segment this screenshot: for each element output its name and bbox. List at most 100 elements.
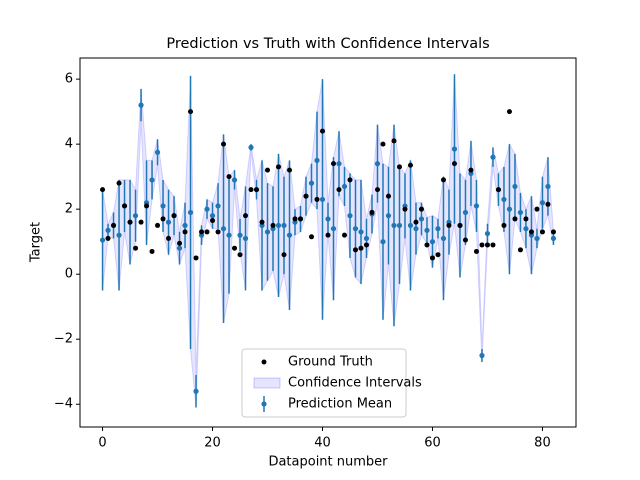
x-tick-label: 20 (204, 436, 221, 451)
truth-point (193, 255, 199, 261)
truth-point (182, 229, 188, 235)
truth-point (424, 242, 430, 248)
truth-point (226, 174, 232, 180)
prediction-point (440, 235, 447, 242)
prediction-point (116, 232, 122, 238)
prediction-point (451, 146, 458, 152)
truth-point (127, 219, 133, 225)
prediction-point (473, 203, 480, 209)
truth-point (462, 237, 468, 243)
truth-point (435, 252, 441, 258)
prediction-point (237, 232, 243, 238)
truth-point (155, 222, 161, 228)
truth-point (116, 180, 122, 186)
truth-point (309, 234, 315, 240)
truth-point (204, 229, 210, 235)
prediction-point (226, 232, 232, 238)
prediction-point (154, 149, 161, 155)
truth-point (341, 232, 347, 238)
prediction-point (132, 213, 139, 219)
truth-point (254, 187, 260, 193)
prediction-point (352, 226, 359, 232)
truth-point (468, 167, 474, 173)
truth-point (473, 248, 479, 254)
prediction-point (380, 239, 386, 245)
truth-point (380, 141, 386, 147)
prediction-point (182, 222, 188, 229)
truth-point (440, 177, 446, 183)
prediction-point (484, 230, 491, 237)
prediction-point (215, 203, 221, 209)
truth-point (484, 242, 490, 248)
prediction-point (242, 235, 249, 242)
truth-point (237, 252, 243, 258)
prediction-point (264, 229, 271, 235)
truth-point (413, 219, 419, 225)
truth-point (391, 138, 397, 144)
truth-point (111, 222, 117, 228)
prediction-point (385, 213, 392, 219)
prediction-point (193, 388, 199, 394)
prediction-point (209, 213, 216, 219)
truth-point (501, 222, 507, 228)
truth-point (363, 242, 369, 248)
prediction-point (358, 229, 364, 235)
y-tick-label: 0 (65, 267, 73, 282)
prediction-point (99, 237, 106, 243)
prediction-point (314, 157, 320, 164)
chart-title: Prediction vs Truth with Confidence Inte… (166, 36, 489, 52)
prediction-point (462, 209, 469, 216)
truth-point (550, 229, 556, 235)
prediction-point (407, 222, 414, 229)
y-axis-label: Target (29, 222, 44, 263)
truth-point (298, 216, 304, 222)
prediction-point (231, 177, 238, 183)
truth-point (479, 242, 485, 248)
prediction-point (374, 161, 381, 167)
prediction-point (319, 196, 326, 203)
truth-point (281, 252, 287, 258)
x-tick-label: 40 (314, 436, 331, 451)
prediction-point (325, 216, 331, 222)
truth-point (396, 164, 402, 170)
legend-label: Prediction Mean (288, 397, 392, 412)
truth-point (407, 162, 413, 168)
truth-point (303, 193, 309, 199)
truth-point (330, 161, 336, 167)
truth-point (177, 240, 183, 246)
x-tick-label: 0 (98, 436, 106, 451)
legend-box (241, 348, 407, 418)
truth-point (292, 216, 298, 222)
truth-point (122, 203, 128, 209)
prediction-point (539, 200, 546, 206)
prediction-point (281, 222, 287, 229)
truth-point (144, 203, 150, 209)
truth-point (160, 216, 166, 222)
prediction-point (435, 226, 441, 232)
prediction-point (418, 216, 425, 222)
truth-point (199, 229, 205, 235)
truth-point (429, 255, 435, 261)
legend-marker (261, 359, 267, 365)
prediction-point (347, 213, 353, 219)
prediction-point (165, 219, 172, 225)
prediction-point (413, 226, 419, 232)
y-tick-label: 4 (65, 137, 73, 152)
prediction-point (187, 209, 194, 216)
prediction-point (336, 161, 342, 167)
truth-point (523, 216, 529, 222)
truth-point (446, 222, 452, 228)
truth-point (325, 232, 331, 238)
y-tick-label: −2 (54, 332, 73, 347)
prediction-point (506, 206, 513, 212)
truth-point (149, 248, 155, 254)
legend-marker (253, 377, 281, 389)
truth-point (210, 218, 216, 224)
truth-point (270, 222, 276, 228)
y-tick-label: 6 (65, 72, 73, 87)
prediction-point (330, 226, 337, 232)
truth-point (100, 187, 106, 193)
prediction-point (176, 245, 183, 251)
truth-point (539, 229, 545, 235)
